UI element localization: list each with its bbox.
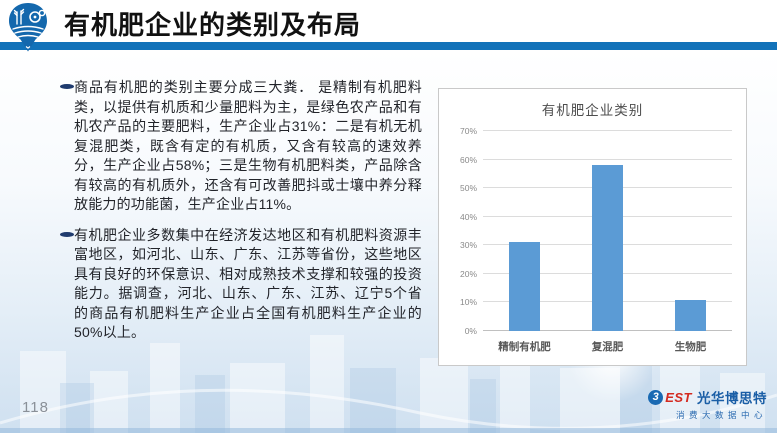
x-axis-tick-label: 生物肥 — [674, 341, 707, 353]
bar-生物肥 — [675, 299, 706, 331]
page-number: 118 — [22, 399, 49, 416]
y-axis-tick-label: 40% — [459, 211, 477, 222]
brand-wordmark: 3 EST 光华博思特 — [648, 387, 767, 407]
chart-plot: 0% 10% 20% 30% 40% 50% 60% 70% 精制有机肥 复混肥 生物肥 — [460, 126, 732, 353]
header-accent-rule — [0, 42, 777, 50]
bullet-text-2: 有机肥企业多数集中在经济发达地区和有机肥料资源丰富地区，如河北、山东、广东、江苏… — [74, 226, 422, 341]
y-axis-tick-label: 70% — [459, 126, 477, 136]
bar-复混肥 — [592, 165, 623, 331]
text-column: 商品有机肥的类别主要分成三大粪． 是精制有机肥料类，以提供有机质和少量肥料为主，… — [60, 78, 422, 354]
gridline — [483, 130, 732, 131]
x-axis-tick-label: 精制有机肥 — [498, 341, 551, 353]
bullet-item: 有机肥企业多数集中在经济发达地区和有机肥料资源丰富地区，如河北、山东、广东、江苏… — [60, 226, 422, 343]
slide-header: 有机肥企业的类别及布局 — [0, 0, 777, 52]
y-axis-tick-label: 20% — [459, 268, 477, 279]
bar-精制有机肥 — [508, 242, 540, 331]
chart-title: 有机肥企业类别 — [541, 103, 644, 118]
brand-name-text: 光华博思特 — [697, 391, 767, 406]
bullet-item: 商品有机肥的类别主要分成三大粪． 是精制有机肥料类，以提供有机质和少量肥料为主，… — [60, 78, 422, 215]
farm-pin-logo-icon — [9, 3, 47, 52]
y-axis-tick-label: 0% — [464, 326, 477, 336]
bar-chart-panel: 有机肥企业类别 0% 10% 20% 30% 40% 50% 60% 70% 精制有机肥 复混肥 生… — [438, 88, 747, 366]
y-axis-tick-label: 50% — [459, 183, 477, 194]
y-axis-tick-label: 60% — [459, 154, 477, 165]
brand-circle-icon: 3 — [648, 389, 664, 405]
bullet-marker-icon — [60, 84, 74, 89]
y-axis-tick-label: 30% — [459, 240, 477, 251]
bottom-band — [0, 428, 777, 433]
y-axis-tick-label: 10% — [459, 297, 477, 308]
page-title: 有机肥企业的类别及布局 — [64, 10, 362, 40]
bullet-marker-icon — [60, 231, 74, 237]
footer-brand-logo: 3 EST 光华博思特 消费大数据中心 — [648, 387, 767, 421]
gridline — [483, 158, 732, 160]
brand-est-text: EST — [665, 389, 692, 405]
x-axis-tick-label: 复混肥 — [591, 341, 624, 353]
bullet-text-1: 商品有机肥的类别主要分成三大粪． 是精制有机肥料类，以提供有机质和少量肥料为主，… — [74, 79, 422, 212]
slide-body: 商品有机肥的类别主要分成三大粪． 是精制有机肥料类，以提供有机质和少量肥料为主，… — [0, 50, 777, 433]
brand-subtitle-text: 消费大数据中心 — [675, 410, 767, 420]
